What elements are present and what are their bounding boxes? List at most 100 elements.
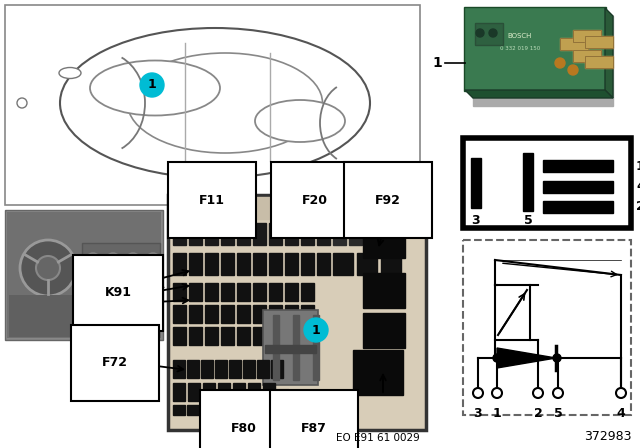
- Bar: [349, 223, 362, 245]
- Bar: [585, 36, 613, 48]
- Bar: [82, 243, 160, 303]
- Bar: [573, 30, 601, 42]
- Circle shape: [36, 256, 60, 280]
- Bar: [237, 327, 250, 345]
- Bar: [173, 198, 228, 216]
- Bar: [463, 138, 631, 228]
- Bar: [173, 305, 186, 323]
- Bar: [495, 285, 530, 340]
- Bar: [543, 201, 613, 213]
- Bar: [205, 283, 218, 301]
- Bar: [573, 30, 601, 42]
- Text: F11: F11: [199, 194, 225, 207]
- Bar: [471, 158, 481, 208]
- Bar: [189, 283, 202, 301]
- Bar: [7, 212, 161, 338]
- Text: 1: 1: [432, 56, 442, 70]
- Bar: [285, 405, 297, 415]
- Bar: [317, 253, 330, 275]
- Bar: [173, 360, 185, 378]
- Circle shape: [86, 253, 100, 267]
- Bar: [226, 200, 231, 214]
- Bar: [253, 283, 266, 301]
- Bar: [218, 200, 223, 214]
- Bar: [381, 253, 401, 275]
- FancyBboxPatch shape: [464, 7, 606, 91]
- Bar: [285, 305, 298, 323]
- Bar: [173, 223, 186, 245]
- Bar: [313, 315, 319, 380]
- Bar: [221, 327, 234, 345]
- Bar: [194, 200, 199, 214]
- Bar: [301, 253, 314, 275]
- Bar: [187, 360, 199, 378]
- Text: 372983: 372983: [584, 430, 632, 443]
- Bar: [242, 200, 247, 214]
- Bar: [333, 223, 346, 245]
- Circle shape: [304, 318, 328, 342]
- Bar: [237, 223, 250, 245]
- Text: 3: 3: [472, 214, 480, 227]
- Bar: [189, 223, 202, 245]
- Bar: [218, 383, 230, 401]
- Bar: [463, 240, 631, 415]
- Bar: [243, 360, 255, 378]
- Bar: [301, 305, 314, 323]
- Circle shape: [17, 98, 27, 108]
- Circle shape: [126, 253, 140, 267]
- Text: 4: 4: [616, 407, 625, 420]
- Circle shape: [568, 65, 578, 75]
- Text: 5: 5: [524, 214, 532, 227]
- Circle shape: [489, 29, 497, 37]
- Bar: [253, 253, 266, 275]
- Polygon shape: [497, 348, 556, 368]
- Bar: [210, 200, 215, 214]
- Bar: [560, 38, 588, 50]
- Polygon shape: [605, 8, 613, 98]
- Bar: [273, 315, 279, 380]
- Text: K91: K91: [104, 287, 131, 300]
- Bar: [203, 383, 215, 401]
- Bar: [353, 350, 403, 395]
- Text: 1: 1: [148, 78, 156, 91]
- Bar: [301, 283, 314, 301]
- Circle shape: [106, 253, 120, 267]
- Text: BOSCH: BOSCH: [508, 33, 532, 39]
- Bar: [333, 253, 353, 275]
- Ellipse shape: [255, 100, 345, 142]
- Bar: [173, 253, 186, 275]
- Bar: [221, 305, 234, 323]
- Bar: [253, 223, 266, 245]
- Circle shape: [473, 388, 483, 398]
- Text: F80: F80: [231, 422, 257, 435]
- Bar: [237, 283, 250, 301]
- Text: EO E91 61 0029: EO E91 61 0029: [336, 433, 420, 443]
- Bar: [365, 223, 378, 245]
- Bar: [201, 360, 213, 378]
- Bar: [301, 327, 314, 345]
- Bar: [221, 283, 234, 301]
- Bar: [170, 197, 424, 219]
- Circle shape: [553, 388, 563, 398]
- Circle shape: [555, 58, 565, 68]
- Circle shape: [146, 253, 160, 267]
- Circle shape: [140, 73, 164, 97]
- Bar: [543, 160, 613, 172]
- Bar: [233, 383, 245, 401]
- Ellipse shape: [127, 53, 323, 153]
- Bar: [263, 310, 318, 385]
- Bar: [205, 327, 218, 345]
- Bar: [269, 283, 282, 301]
- Bar: [285, 223, 298, 245]
- Bar: [265, 345, 316, 353]
- Bar: [269, 223, 282, 245]
- Bar: [301, 223, 314, 245]
- Text: 2: 2: [636, 201, 640, 214]
- Bar: [215, 360, 227, 378]
- Bar: [585, 56, 613, 68]
- Bar: [257, 405, 269, 415]
- Text: 5: 5: [554, 407, 563, 420]
- Bar: [229, 405, 241, 415]
- Bar: [475, 23, 503, 45]
- Polygon shape: [465, 90, 613, 98]
